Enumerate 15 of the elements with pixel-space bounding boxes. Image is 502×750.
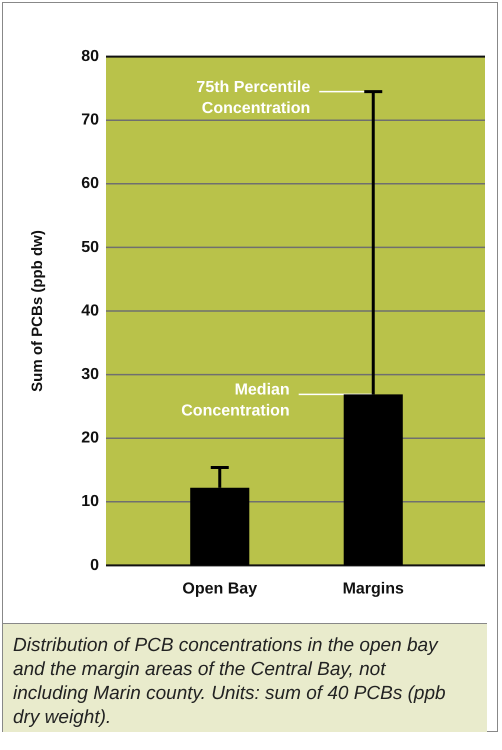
y-tick-label: 50 [81,238,100,256]
y-tick-label: 10 [81,493,100,510]
text: Distribution of PCB concentrations in the open bay and the margin areas of the Central Bay, not including Marin county. Units: sum of 40 PCBs (ppb dry weight). [3,623,487,732]
y-tick-label: 70 [81,112,100,129]
y-tick-label: 40 [81,302,100,320]
y-tick-label: 60 [81,175,100,192]
annotation: Median Concentration [181,382,290,420]
y-tick-label: 80 [81,48,100,66]
y-tick-label: 0 [90,556,100,574]
x-tick-label: Open Bay [182,580,258,598]
x-tick-label: Margins [342,580,404,598]
y-axis-title: Sum of PCBs (ppb dw) [29,230,46,392]
y-tick-label: 20 [81,430,100,447]
annotation: 75th Percentile Concentration [196,78,310,117]
y-tick-label: 30 [81,366,100,384]
